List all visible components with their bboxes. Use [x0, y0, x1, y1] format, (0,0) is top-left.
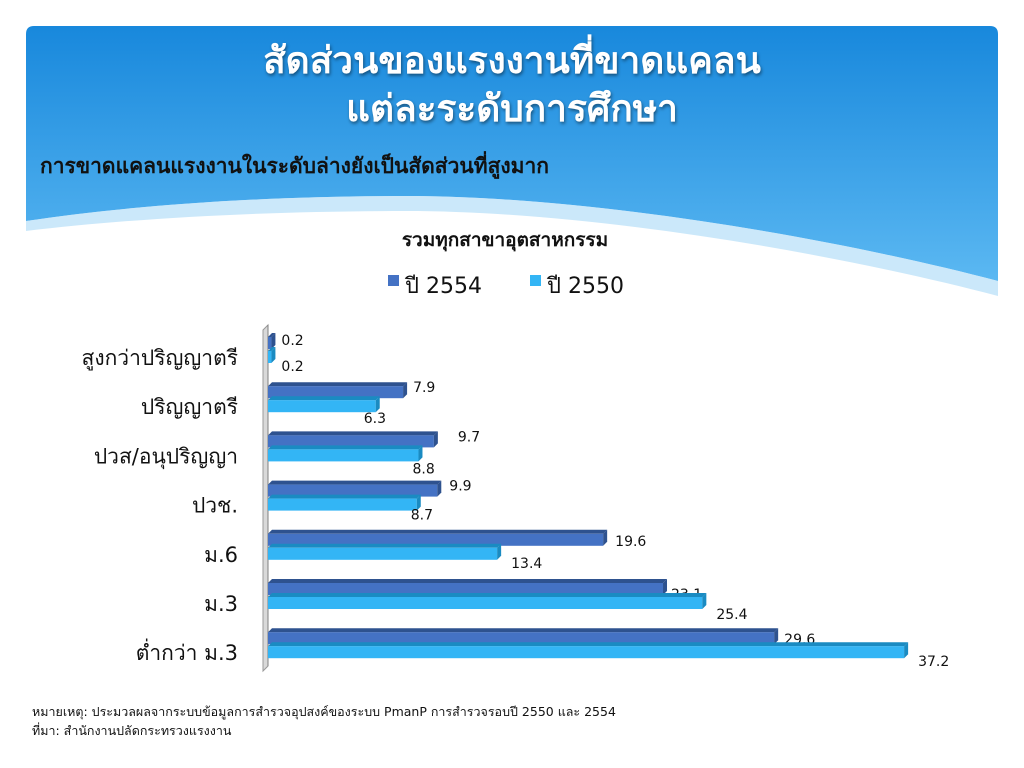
bar-0-6 — [268, 628, 779, 645]
bar-1-1 — [268, 396, 380, 413]
data-label: 0.2 — [281, 333, 303, 349]
data-label: 9.9 — [449, 479, 471, 495]
bar-1-4 — [268, 543, 502, 560]
category-label: ปริญญาตรี — [141, 395, 238, 419]
bar-1-0 — [268, 347, 276, 363]
data-label: 7.9 — [413, 380, 435, 396]
data-label: 6.3 — [364, 411, 386, 427]
page-title-line1: สัดส่วนของแรงงานที่ขาดแคลน — [263, 39, 761, 82]
bar-0-0 — [268, 333, 276, 349]
data-label: 0.2 — [281, 359, 303, 375]
legend-label-0: ปี 2554 — [404, 274, 482, 299]
page-subtitle: การขาดแคลนแรงงานในระดับล่างยังเป็นสัดส่ว… — [40, 154, 550, 178]
legend-swatch-1 — [530, 275, 541, 286]
chart-legend: ปี 2554 ปี 2550 — [388, 274, 624, 299]
category-label: ม.3 — [204, 592, 238, 616]
axis-wall — [262, 323, 269, 673]
legend-label-1: ปี 2550 — [546, 274, 624, 299]
bar-0-2 — [268, 431, 438, 448]
chart-title: รวมทุกสาขาอุตสาหกรรม — [402, 229, 608, 252]
data-label: 25.4 — [716, 607, 747, 623]
category-label: สูงกว่าปริญญาตรี — [82, 346, 238, 371]
category-label: ม.6 — [204, 543, 238, 567]
data-label: 9.7 — [458, 429, 480, 445]
legend-swatch-0 — [388, 275, 399, 286]
data-label: 8.7 — [411, 508, 433, 524]
data-label: 37.2 — [918, 654, 949, 670]
category-label: ปวช. — [192, 494, 238, 518]
bar-0-3 — [268, 480, 442, 497]
bar-1-3 — [268, 494, 421, 511]
data-label: 19.6 — [615, 534, 646, 550]
source-note: ที่มา: สำนักงานปลัดกระทรวงแรงงาน — [32, 723, 232, 738]
bar-chart: รวมทุกสาขาอุตสาหกรรม ปี 2554 ปี 2550 สูงก… — [82, 229, 949, 673]
bar-1-5 — [268, 593, 707, 609]
header-banner — [26, 26, 998, 296]
data-label: 13.4 — [511, 556, 542, 572]
bar-1-6 — [268, 642, 909, 659]
chart-plot-area: สูงกว่าปริญญาตรี 0.2 0.2 ปริญญาตรี 7.9 6.3 ปวส… — [82, 323, 949, 673]
category-label: ปวส/อนุปริญญา — [94, 444, 238, 469]
category-label: ต่ำกว่า ม.3 — [136, 638, 238, 665]
bar-0-5 — [268, 579, 668, 595]
bar-0-4 — [268, 529, 608, 546]
footnote: หมายเหตุ: ประมวลผลจากระบบข้อมูลการสำรวจอ… — [32, 704, 616, 719]
bar-1-2 — [268, 445, 423, 462]
bar-0-1 — [268, 382, 408, 399]
page-title-line2: แต่ละระดับการศึกษา — [346, 87, 678, 130]
data-label: 8.8 — [412, 461, 434, 477]
